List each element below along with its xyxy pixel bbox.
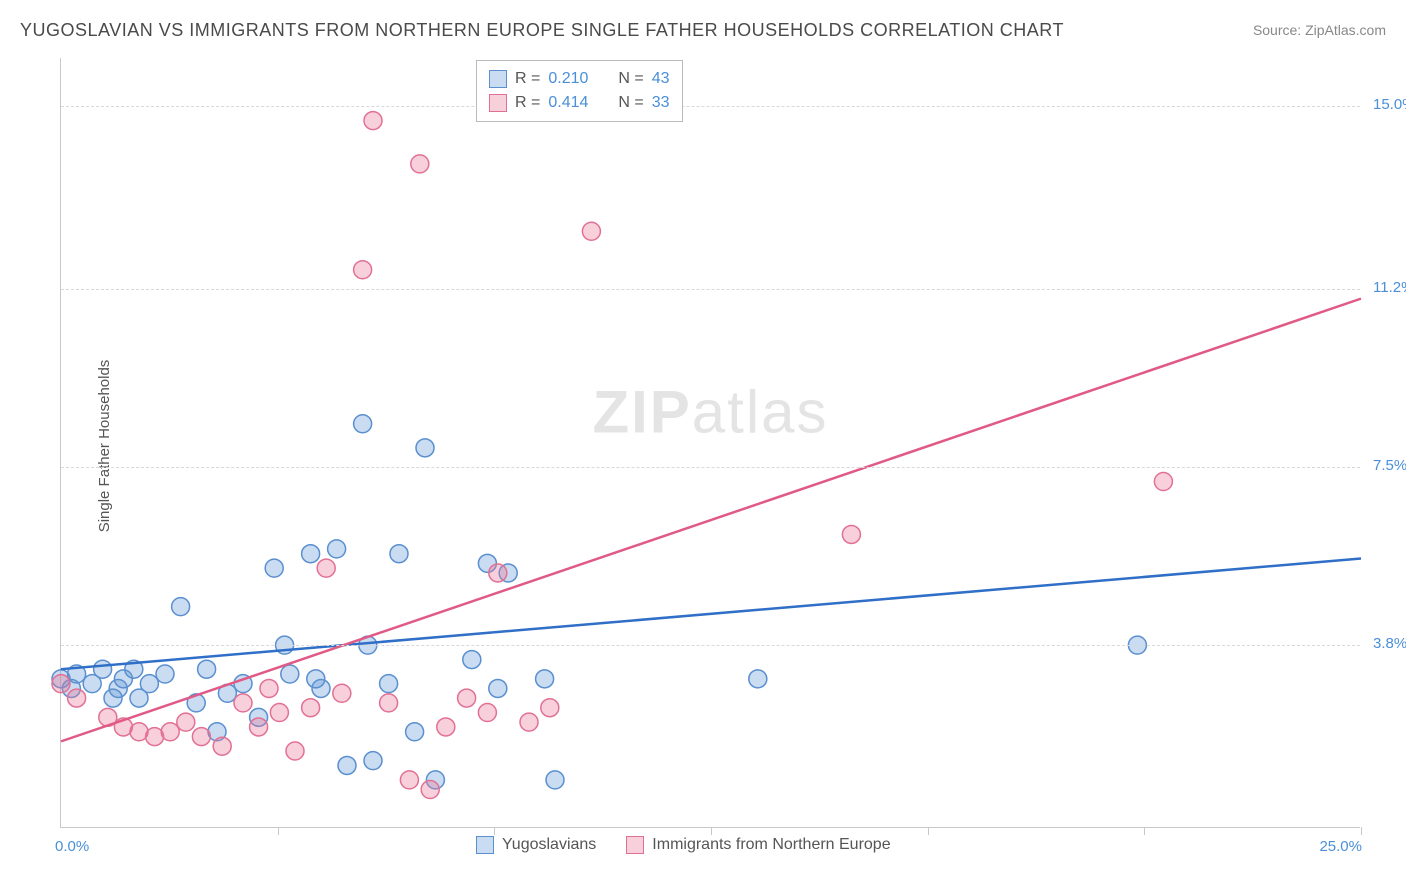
scatter-point — [416, 439, 434, 457]
scatter-point — [463, 651, 481, 669]
legend-swatch — [626, 836, 644, 854]
legend-n-value: 33 — [652, 91, 670, 115]
y-tick-label: 3.8% — [1373, 635, 1406, 652]
scatter-point — [421, 781, 439, 799]
legend-r-label: R = — [515, 91, 540, 115]
scatter-point — [104, 689, 122, 707]
scatter-point — [68, 689, 86, 707]
legend-swatch — [489, 70, 507, 88]
trend-line — [61, 299, 1361, 742]
gridline-horizontal — [61, 289, 1360, 290]
scatter-point — [161, 723, 179, 741]
legend-n-label: N = — [618, 91, 643, 115]
x-tick — [278, 827, 279, 835]
x-tick-label: 25.0% — [1319, 838, 1362, 855]
x-tick — [711, 827, 712, 835]
chart-container: YUGOSLAVIAN VS IMMIGRANTS FROM NORTHERN … — [0, 0, 1406, 892]
legend-series-item: Yugoslavians — [476, 836, 596, 854]
scatter-point — [536, 670, 554, 688]
legend-row: R = 0.414 N = 33 — [489, 91, 670, 115]
scatter-point — [234, 694, 252, 712]
scatter-point — [177, 713, 195, 731]
scatter-point — [380, 675, 398, 693]
scatter-point — [354, 415, 372, 433]
scatter-point — [354, 261, 372, 279]
x-tick-label: 0.0% — [55, 838, 89, 855]
legend-series: Yugoslavians Immigrants from Northern Eur… — [476, 836, 891, 854]
gridline-horizontal — [61, 645, 1360, 646]
scatter-point — [270, 704, 288, 722]
y-tick-label: 15.0% — [1373, 96, 1406, 113]
legend-swatch — [476, 836, 494, 854]
scatter-point — [172, 598, 190, 616]
scatter-point — [192, 728, 210, 746]
scatter-point — [250, 718, 268, 736]
legend-correlation: R = 0.210 N = 43 R = 0.414 N = 33 — [476, 60, 683, 122]
legend-r-label: R = — [515, 67, 540, 91]
scatter-point — [198, 660, 216, 678]
gridline-horizontal — [61, 106, 1360, 107]
scatter-point — [156, 665, 174, 683]
scatter-point — [317, 559, 335, 577]
scatter-point — [302, 699, 320, 717]
scatter-point — [140, 675, 158, 693]
scatter-point — [328, 540, 346, 558]
scatter-point — [307, 670, 325, 688]
scatter-point — [489, 679, 507, 697]
legend-series-label: Immigrants from Northern Europe — [652, 836, 890, 854]
scatter-point — [1154, 473, 1172, 491]
scatter-point — [489, 564, 507, 582]
scatter-point — [260, 679, 278, 697]
scatter-point — [400, 771, 418, 789]
legend-n-label: N = — [618, 67, 643, 91]
scatter-point — [406, 723, 424, 741]
scatter-point — [333, 684, 351, 702]
scatter-point — [364, 112, 382, 130]
x-tick — [494, 827, 495, 835]
scatter-point — [390, 545, 408, 563]
scatter-point — [52, 675, 70, 693]
scatter-point — [541, 699, 559, 717]
plot-svg — [61, 58, 1361, 828]
scatter-point — [364, 752, 382, 770]
x-tick — [928, 827, 929, 835]
scatter-point — [94, 660, 112, 678]
legend-r-value: 0.414 — [548, 91, 588, 115]
scatter-point — [478, 704, 496, 722]
scatter-point — [338, 756, 356, 774]
scatter-point — [546, 771, 564, 789]
scatter-point — [842, 525, 860, 543]
y-tick-label: 7.5% — [1373, 457, 1406, 474]
scatter-point — [582, 222, 600, 240]
scatter-point — [302, 545, 320, 563]
legend-n-value: 43 — [652, 67, 670, 91]
scatter-point — [411, 155, 429, 173]
scatter-point — [265, 559, 283, 577]
legend-row: R = 0.210 N = 43 — [489, 67, 670, 91]
scatter-point — [380, 694, 398, 712]
x-tick — [1144, 827, 1145, 835]
trend-line — [61, 559, 1361, 670]
legend-r-value: 0.210 — [548, 67, 588, 91]
plot-area: ZIPatlas 3.8%7.5%11.2%15.0%0.0%25.0% — [60, 58, 1360, 828]
source-attribution: Source: ZipAtlas.com — [1253, 22, 1386, 38]
x-tick — [1361, 827, 1362, 835]
scatter-point — [520, 713, 538, 731]
scatter-point — [286, 742, 304, 760]
scatter-point — [437, 718, 455, 736]
scatter-point — [749, 670, 767, 688]
scatter-point — [458, 689, 476, 707]
legend-series-item: Immigrants from Northern Europe — [626, 836, 890, 854]
chart-title: YUGOSLAVIAN VS IMMIGRANTS FROM NORTHERN … — [20, 20, 1064, 41]
scatter-point — [281, 665, 299, 683]
gridline-horizontal — [61, 467, 1360, 468]
legend-swatch — [489, 94, 507, 112]
scatter-point — [213, 737, 231, 755]
legend-series-label: Yugoslavians — [502, 836, 596, 854]
y-tick-label: 11.2% — [1373, 279, 1406, 296]
